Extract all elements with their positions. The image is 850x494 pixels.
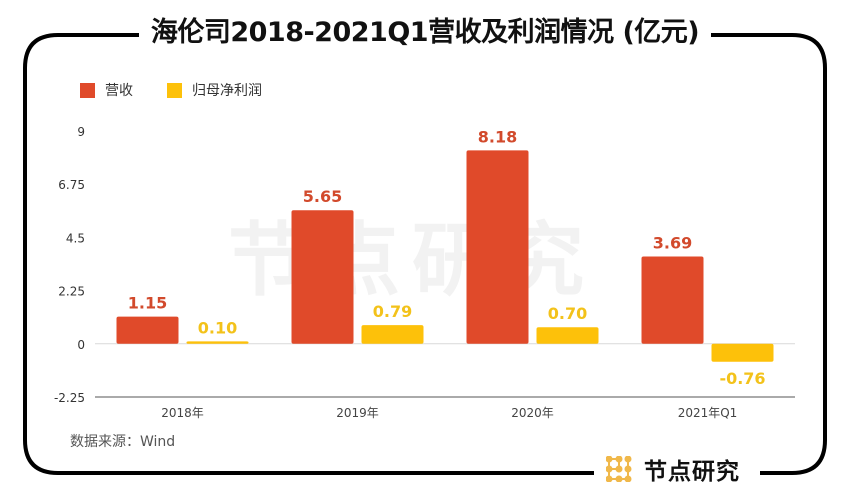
- y-tick-label: 6.75: [58, 178, 85, 192]
- x-tick-label: 2018年: [161, 406, 204, 420]
- legend-item-revenue: 营收: [80, 80, 133, 100]
- x-tick-label: 2021年Q1: [678, 406, 738, 420]
- brand-name: 节点研究: [644, 459, 740, 485]
- y-tick-label: -2.25: [54, 391, 85, 405]
- node-logo-icon: [606, 456, 632, 482]
- data-label-profit: 0.70: [548, 304, 587, 323]
- legend-item-profit: 归母净利润: [167, 80, 262, 100]
- x-tick-label: 2019年: [336, 406, 379, 420]
- data-label-revenue: 5.65: [303, 187, 342, 206]
- bar-revenue: [466, 150, 529, 344]
- bar-profit: [711, 343, 774, 362]
- bar-profit: [536, 327, 599, 344]
- bar-revenue: [291, 210, 354, 344]
- y-tick-label: 2.25: [58, 285, 85, 299]
- data-label-profit: 0.10: [198, 318, 237, 337]
- bar-revenue: [116, 316, 179, 344]
- legend-swatch-revenue: [80, 82, 95, 98]
- y-tick-label: 4.5: [66, 231, 85, 245]
- brand: 节点研究: [598, 452, 748, 486]
- data-label-profit: -0.76: [719, 369, 765, 388]
- legend-label-profit: 归母净利润: [192, 83, 262, 99]
- data-source: 数据来源：Wind: [70, 434, 176, 450]
- chart-title-text: 海伦司2018-2021Q1营收及利润情况 (亿元): [138, 17, 712, 48]
- legend: 营收 归母净利润: [80, 80, 296, 100]
- legend-label-revenue: 营收: [105, 83, 133, 99]
- data-label-profit: 0.79: [373, 302, 412, 321]
- chart-title: 海伦司2018-2021Q1营收及利润情况 (亿元): [0, 10, 850, 49]
- bar-profit: [361, 325, 424, 344]
- data-label-revenue: 8.18: [478, 127, 517, 146]
- legend-swatch-profit: [167, 82, 182, 98]
- y-tick-label: 0: [77, 338, 85, 352]
- data-label-revenue: 3.69: [653, 234, 692, 253]
- x-tick-label: 2020年: [511, 406, 554, 420]
- y-tick-label: 9: [77, 125, 85, 139]
- bar-profit: [186, 341, 249, 344]
- data-label-revenue: 1.15: [128, 294, 167, 313]
- bar-revenue: [641, 256, 704, 344]
